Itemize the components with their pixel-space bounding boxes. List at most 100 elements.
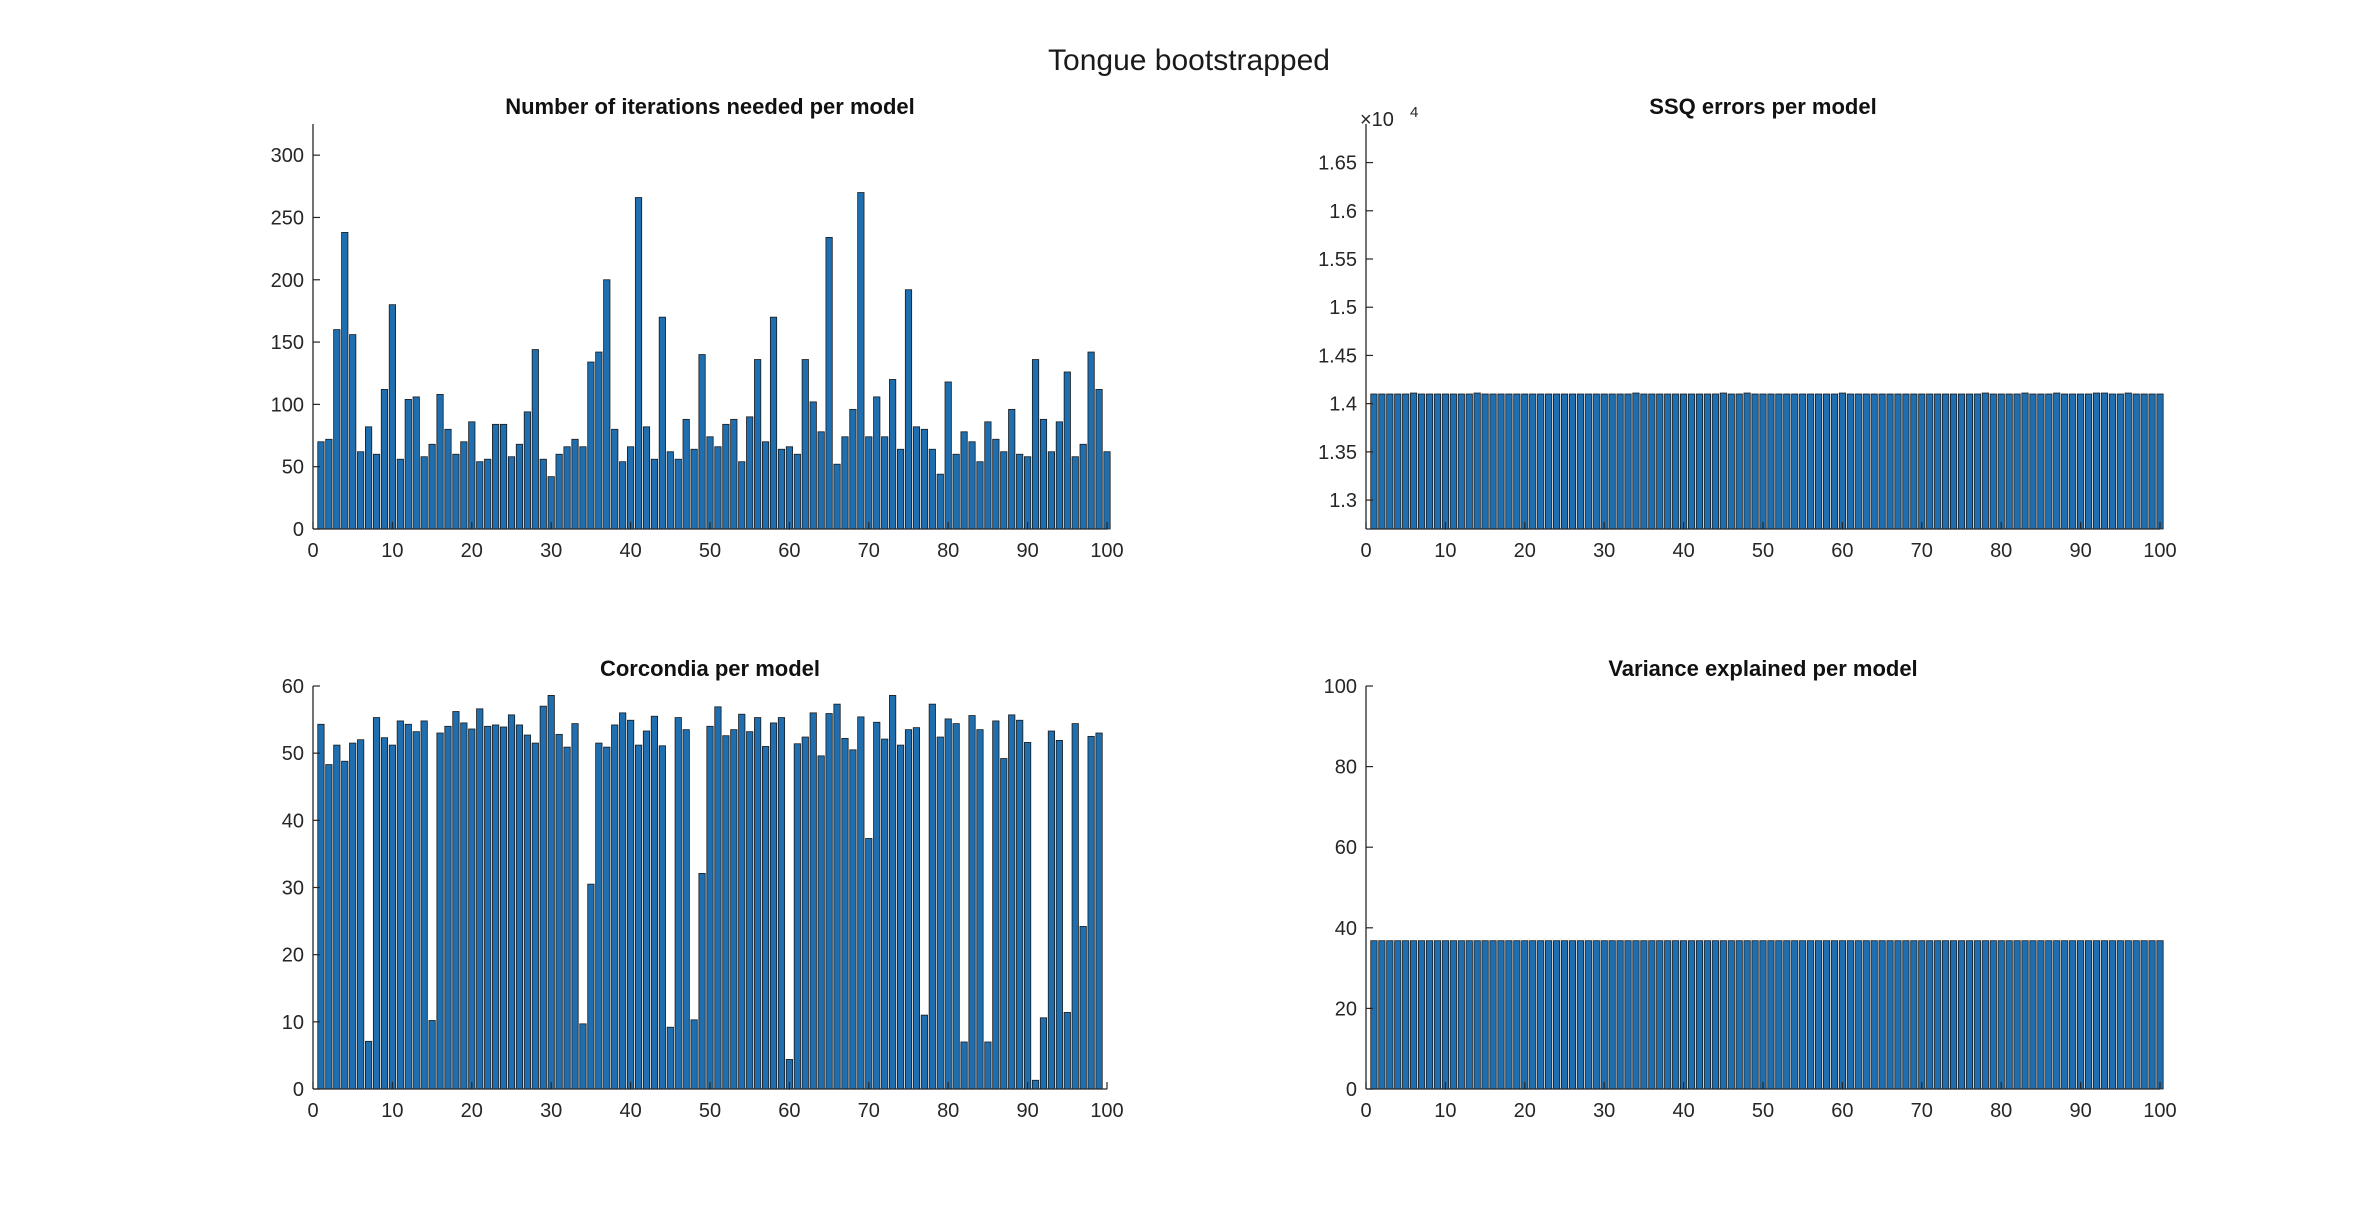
bar (873, 396, 881, 530)
bar (650, 458, 658, 530)
x-tick-label: 60 (778, 540, 800, 562)
bar (1449, 940, 1457, 1090)
bar (341, 232, 349, 530)
bar (1965, 393, 1974, 530)
subplot-title-ssq: SSQ errors per model (1649, 94, 1876, 119)
y-tick-label: 50 (282, 743, 304, 765)
bar (1047, 451, 1055, 530)
bar (1552, 393, 1561, 530)
y-tick-label: 1.55 (1318, 249, 1357, 271)
bar (1870, 393, 1878, 530)
bar (1822, 940, 1831, 1090)
bar (650, 715, 658, 1090)
bar (1079, 443, 1087, 530)
bar (1386, 940, 1394, 1090)
bar (952, 453, 960, 530)
bar (2021, 392, 2029, 530)
bar (722, 735, 730, 1090)
x-tick-label: 10 (381, 1100, 403, 1122)
bar (388, 304, 396, 530)
bar (2108, 940, 2116, 1090)
bar (1576, 393, 1584, 530)
bar (1775, 940, 1783, 1090)
bar (1680, 393, 1688, 530)
x-tick-label: 70 (1911, 540, 1933, 562)
bar (1981, 392, 1989, 530)
bar (420, 720, 428, 1090)
x-tick-label: 30 (1593, 540, 1615, 562)
bar (1640, 940, 1648, 1090)
bar (333, 329, 341, 530)
bar (1902, 940, 1910, 1090)
bar (730, 729, 738, 1090)
bar (1600, 393, 1608, 530)
x-tick-label: 90 (1016, 540, 1038, 562)
bar (1886, 940, 1894, 1090)
bar (372, 717, 381, 1090)
bar (2156, 393, 2164, 530)
bar (1767, 940, 1775, 1090)
bar (2140, 393, 2148, 530)
bar (2069, 393, 2077, 530)
x-tick-label: 90 (2069, 1100, 2091, 1122)
bar (1727, 393, 1735, 530)
bar (936, 736, 944, 1090)
bar (627, 446, 635, 530)
x-tick-label: 70 (858, 1100, 880, 1122)
bar (714, 706, 722, 1090)
bar (1783, 940, 1791, 1090)
bar (928, 448, 936, 530)
bar (1854, 940, 1862, 1090)
x-tick-label: 100 (1090, 1100, 1123, 1122)
x-tick-label: 0 (307, 540, 318, 562)
bar (1942, 940, 1950, 1090)
bar (404, 398, 412, 530)
bar (1039, 418, 1048, 530)
bar (1981, 940, 1989, 1090)
bar (658, 745, 666, 1090)
bar (738, 713, 746, 1090)
y-tick-label: 80 (1335, 757, 1357, 779)
bar (1449, 393, 1457, 530)
bar (1846, 393, 1854, 530)
y-exponent-label: ×10 (1360, 109, 1394, 131)
bar (1807, 940, 1815, 1090)
bar (539, 458, 547, 530)
bar (460, 722, 468, 1090)
bar (1687, 393, 1696, 530)
bar (1957, 393, 1966, 530)
bar (881, 436, 889, 530)
bar (1751, 940, 1759, 1090)
y-tick-label: 1.35 (1318, 442, 1357, 464)
bar (865, 838, 873, 1090)
bar (2116, 393, 2124, 530)
bar (1934, 393, 1942, 530)
x-tick-label: 80 (1990, 1100, 2012, 1122)
bar (658, 316, 666, 530)
bar (1672, 393, 1680, 530)
bar (428, 1020, 436, 1090)
bar (587, 883, 595, 1090)
bar (690, 1019, 698, 1090)
bar (333, 744, 341, 1090)
y-tick-label: 10 (282, 1012, 304, 1034)
bar (2108, 393, 2116, 530)
bar (984, 1041, 992, 1090)
bar (2124, 392, 2132, 530)
bar (365, 426, 373, 530)
bar (698, 354, 706, 530)
bar (372, 453, 381, 530)
bar (1767, 393, 1775, 530)
bar (1648, 940, 1656, 1090)
bar (698, 872, 706, 1090)
bar (912, 727, 921, 1090)
bar (2148, 940, 2156, 1090)
bar (1039, 1017, 1048, 1090)
bar (1095, 389, 1103, 530)
bar (1616, 940, 1624, 1090)
x-tick-label: 30 (540, 540, 562, 562)
bar (1783, 393, 1791, 530)
bar (1584, 393, 1592, 530)
bar (1481, 393, 1489, 530)
